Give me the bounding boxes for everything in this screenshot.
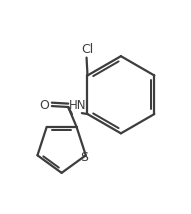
Text: S: S <box>80 151 88 164</box>
Text: HN: HN <box>68 99 86 112</box>
Text: Cl: Cl <box>81 43 93 56</box>
Text: O: O <box>39 99 49 112</box>
